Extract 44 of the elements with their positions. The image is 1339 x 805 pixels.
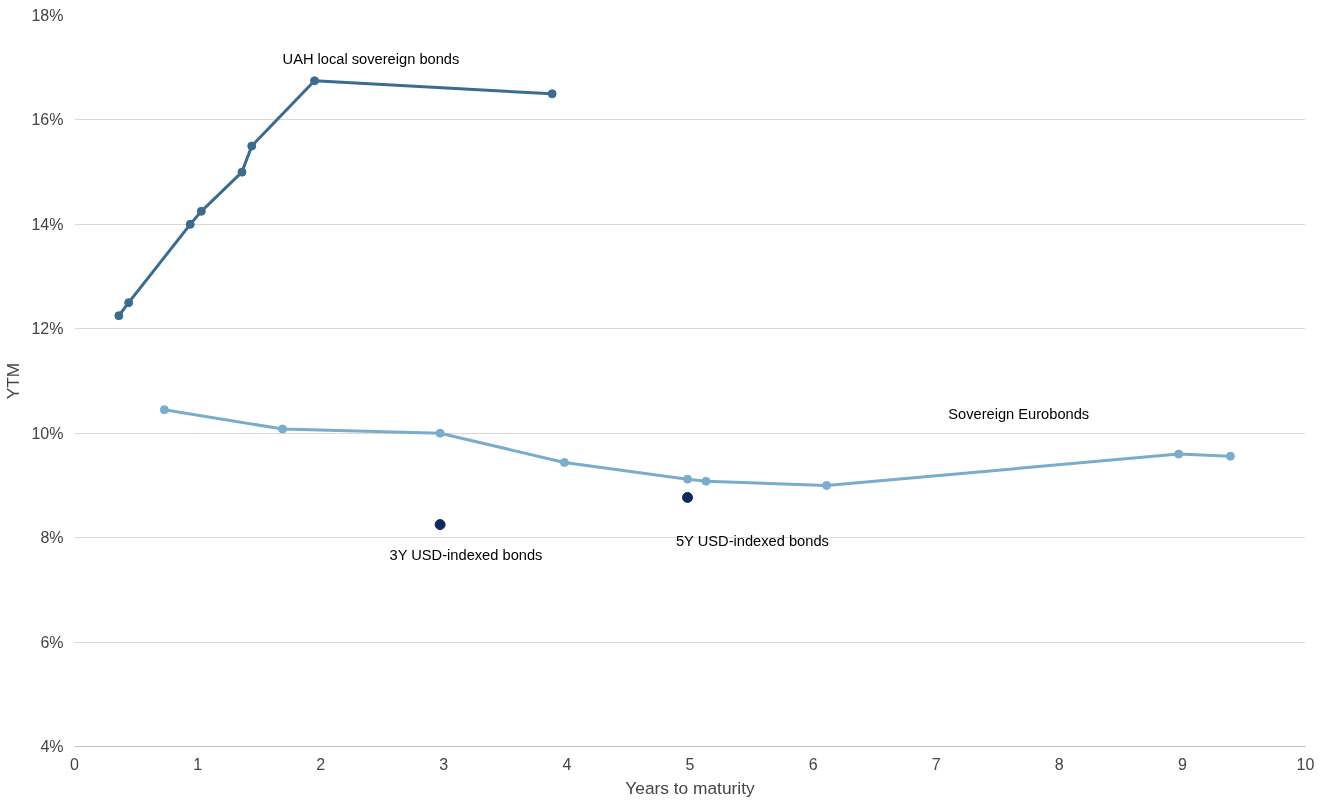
y-tick-label: 10% [31, 424, 64, 442]
y-tick-label: 6% [40, 633, 64, 651]
point [822, 480, 832, 490]
x-tick-label: 10 [1296, 755, 1315, 773]
point [434, 519, 446, 531]
point [1174, 449, 1184, 459]
x-tick-label: 0 [70, 755, 80, 773]
x-tick-label: 1 [193, 755, 203, 773]
point [196, 206, 206, 216]
y-tick-label: 14% [31, 215, 64, 233]
point [278, 424, 288, 434]
x-tick-label: 5 [685, 755, 695, 773]
x-axis-title: Years to maturity [625, 777, 756, 798]
point [1225, 451, 1235, 461]
point [124, 298, 134, 308]
point [559, 457, 569, 467]
point [310, 76, 320, 86]
y-axis-title: YTM [3, 362, 24, 400]
point [237, 167, 247, 177]
x-tick-label: 8 [1054, 755, 1064, 773]
point [682, 491, 694, 503]
point [435, 428, 445, 438]
point [114, 311, 124, 321]
point [185, 219, 195, 229]
x-tick-label: 7 [931, 755, 941, 773]
text: 3Y USD-indexed bonds [389, 546, 543, 563]
point [701, 476, 711, 486]
point [159, 405, 169, 415]
x-tick-label: 3 [439, 755, 449, 773]
point [247, 141, 257, 151]
y-tick-label: 12% [31, 320, 64, 338]
y-tick-label: 8% [40, 529, 64, 547]
x-tick-label: 4 [562, 755, 572, 773]
y-tick-label: 4% [40, 738, 64, 755]
x-tick-label: 2 [316, 755, 326, 773]
point [547, 89, 557, 99]
text: Sovereign Eurobonds [948, 406, 1090, 423]
text: 5Y USD-indexed bonds [675, 533, 829, 550]
x-tick-label: 6 [808, 755, 818, 773]
y-tick-label: 18% [31, 7, 64, 24]
y-tick-label: 16% [31, 111, 64, 129]
series-label: UAH local sovereign bonds [282, 50, 460, 67]
point [683, 474, 693, 484]
x-tick-label: 9 [1177, 755, 1187, 773]
